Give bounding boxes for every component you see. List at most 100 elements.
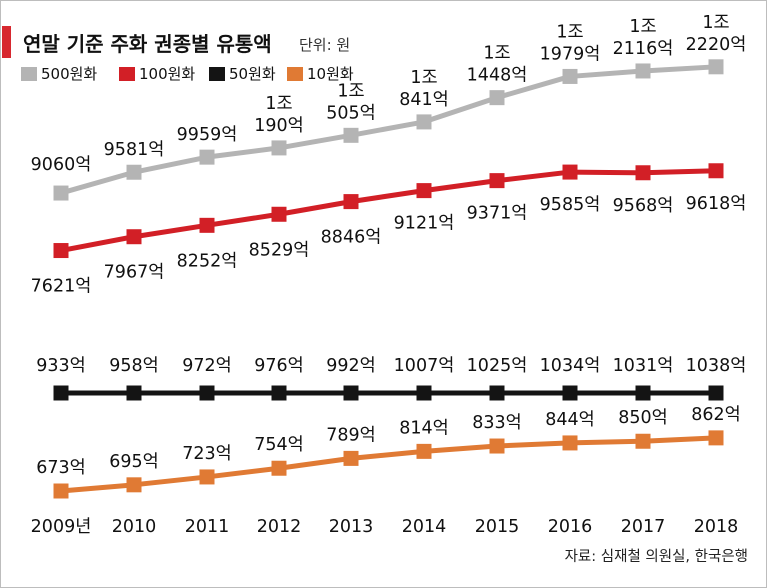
data-label-100won-8: 9585억 (540, 195, 601, 215)
data-label-100won-9: 9568억 (613, 196, 674, 216)
data-label-50won-4: 976억 (254, 356, 304, 376)
x-tick-label-3: 2011 (185, 517, 230, 537)
data-label-500won-10: 1조 2220억 (686, 13, 747, 55)
data-point-50won-2 (126, 385, 142, 401)
x-tick-label-9: 2017 (621, 517, 666, 537)
x-tick-label-6: 2014 (402, 517, 447, 537)
data-point-50won-8 (562, 385, 578, 401)
data-point-10won-4 (271, 460, 287, 476)
data-label-100won-6: 9121억 (394, 214, 455, 234)
data-label-10won-9: 850억 (618, 408, 668, 428)
chart-title: 연말 기준 주화 권종별 유통액 (23, 32, 272, 56)
data-point-10won-2 (126, 477, 142, 493)
legend-swatch-50won (209, 66, 225, 81)
data-point-500won-1 (53, 185, 69, 201)
x-tick-label-8: 2016 (548, 517, 593, 537)
data-point-100won-7 (489, 173, 505, 189)
data-point-100won-5 (343, 194, 359, 210)
data-point-50won-9 (635, 385, 651, 401)
data-label-50won-5: 992억 (326, 356, 376, 376)
data-point-50won-5 (343, 385, 359, 401)
data-point-100won-8 (562, 164, 578, 180)
data-label-10won-7: 833억 (472, 413, 522, 433)
data-label-10won-1: 673억 (36, 458, 86, 478)
data-label-100won-2: 7967억 (104, 263, 165, 283)
data-label-50won-10: 1038억 (686, 356, 747, 376)
data-label-500won-7: 1조 1448억 (467, 44, 528, 86)
data-point-500won-5 (343, 127, 359, 143)
data-label-50won-2: 958억 (109, 356, 159, 376)
data-point-10won-8 (562, 435, 578, 451)
data-label-500won-1: 9060억 (31, 155, 92, 175)
data-point-50won-4 (271, 385, 287, 401)
data-point-50won-3 (199, 385, 215, 401)
data-label-50won-7: 1025억 (467, 356, 528, 376)
data-label-50won-3: 972억 (182, 356, 232, 376)
data-point-10won-5 (343, 450, 359, 466)
data-label-500won-4: 1조 190억 (254, 94, 304, 136)
legend-label-10won: 10원화 (307, 65, 354, 83)
data-label-10won-2: 695억 (109, 452, 159, 472)
data-point-100won-2 (126, 229, 142, 245)
data-point-50won-7 (489, 385, 505, 401)
data-label-10won-10: 862억 (691, 405, 741, 425)
title-accent-bar (2, 26, 11, 58)
data-point-50won-10 (708, 385, 724, 401)
x-tick-label-1: 2009년 (31, 517, 92, 537)
legend-item-100won: 100원화 (119, 63, 195, 84)
data-label-50won-1: 933억 (36, 356, 86, 376)
legend-swatch-100won (119, 66, 135, 81)
data-label-100won-1: 7621억 (31, 277, 92, 297)
data-label-500won-2: 9581억 (104, 140, 165, 160)
source-note: 자료: 심재철 의원실, 한국은행 (564, 549, 748, 565)
data-label-500won-6: 1조 841억 (399, 68, 449, 110)
data-point-500won-9 (635, 63, 651, 79)
data-point-100won-6 (416, 183, 432, 199)
data-point-10won-3 (199, 469, 215, 485)
data-point-500won-8 (562, 68, 578, 84)
data-label-500won-9: 1조 2116억 (613, 17, 674, 59)
data-point-50won-1 (53, 385, 69, 401)
series-line-100won (58, 168, 719, 254)
unit-label: 단위: 원 (299, 36, 351, 54)
legend-label-500won: 500원화 (41, 65, 98, 83)
series-line-10won (58, 435, 719, 494)
data-label-10won-8: 844억 (545, 410, 595, 430)
data-point-10won-1 (53, 483, 69, 499)
x-tick-label-2: 2010 (112, 517, 157, 537)
data-point-100won-3 (199, 217, 215, 233)
data-label-50won-6: 1007억 (394, 356, 455, 376)
data-point-500won-2 (126, 164, 142, 180)
data-point-50won-6 (416, 385, 432, 401)
data-label-10won-4: 754억 (254, 435, 304, 455)
data-label-10won-5: 789억 (326, 425, 376, 445)
series-line-500won (58, 64, 719, 196)
data-label-100won-7: 9371억 (467, 204, 528, 224)
data-point-10won-6 (416, 443, 432, 459)
legend-swatch-10won (287, 66, 303, 81)
data-label-500won-8: 1조 1979억 (540, 22, 601, 64)
legend-item-500won: 500원화 (21, 63, 97, 84)
x-tick-label-4: 2012 (257, 517, 302, 537)
data-point-500won-4 (271, 140, 287, 156)
data-point-100won-1 (53, 243, 69, 259)
data-point-500won-10 (708, 59, 724, 75)
data-label-10won-6: 814억 (399, 418, 449, 438)
x-tick-label-7: 2015 (475, 517, 520, 537)
data-point-100won-4 (271, 206, 287, 222)
data-point-10won-9 (635, 433, 651, 449)
data-point-10won-7 (489, 438, 505, 454)
legend-label-100won: 100원화 (139, 65, 196, 83)
data-label-50won-8: 1034억 (540, 356, 601, 376)
data-label-500won-5: 1조 505억 (326, 81, 376, 123)
data-label-100won-3: 8252억 (177, 251, 238, 271)
data-point-500won-3 (199, 149, 215, 165)
x-tick-label-10: 2018 (694, 517, 739, 537)
data-label-100won-10: 9618억 (686, 194, 747, 214)
data-label-500won-3: 9959억 (177, 125, 238, 145)
legend-swatch-500won (21, 66, 37, 81)
data-label-100won-4: 8529억 (249, 240, 310, 260)
legend-item-10won: 10원화 (287, 63, 354, 84)
